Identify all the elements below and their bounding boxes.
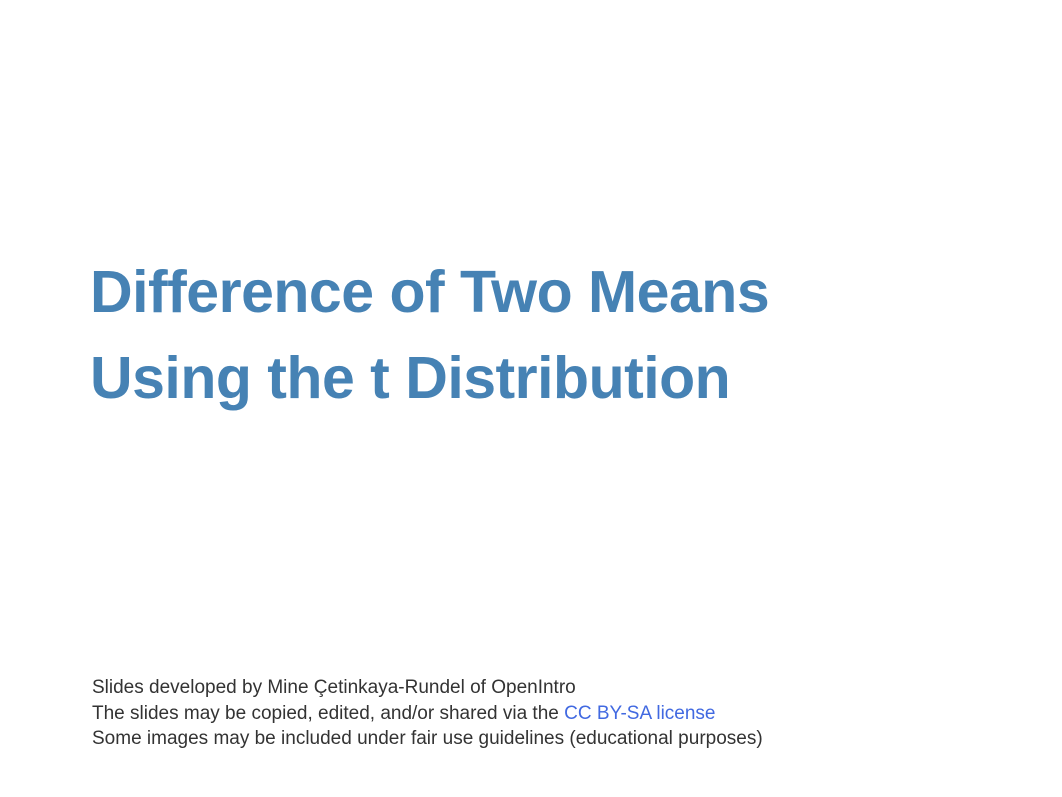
slide-container: Difference of Two Means Using the t Dist… <box>0 0 1062 797</box>
title-line-2: Using the t Distribution <box>90 345 730 411</box>
footer-license-prefix: The slides may be copied, edited, and/or… <box>92 703 564 724</box>
slide-footer: Slides developed by Mine Çetinkaya-Runde… <box>92 675 763 752</box>
slide-title: Difference of Two Means Using the t Dist… <box>90 250 769 421</box>
footer-license-line: The slides may be copied, edited, and/or… <box>92 701 763 727</box>
title-line-1: Difference of Two Means <box>90 259 769 325</box>
footer-fairuse-line: Some images may be included under fair u… <box>92 726 763 752</box>
license-link[interactable]: CC BY-SA license <box>564 703 715 724</box>
footer-author-line: Slides developed by Mine Çetinkaya-Runde… <box>92 675 763 701</box>
